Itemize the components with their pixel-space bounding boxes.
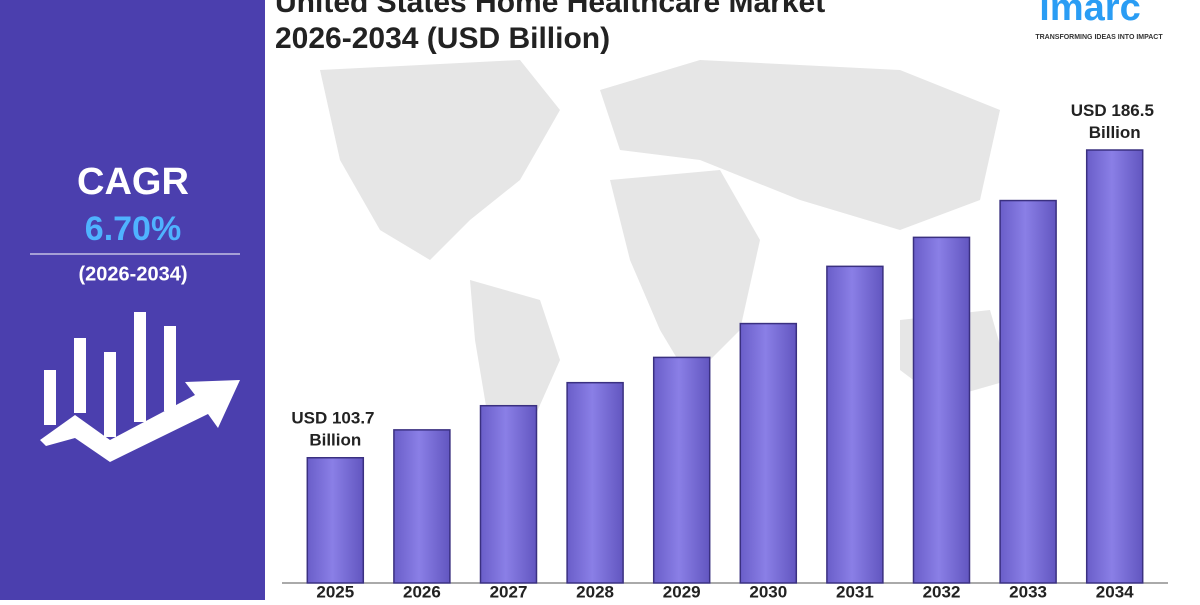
x-tick-label: 2027 [490, 582, 528, 600]
x-tick-label: 2028 [576, 582, 614, 600]
bar [1085, 149, 1144, 584]
cagr-label: CAGR [77, 161, 189, 203]
x-tick-label: 2025 [316, 582, 354, 600]
growth-icon [40, 312, 240, 462]
value-label: USD 103.7 Billion [291, 409, 379, 450]
bar [393, 429, 451, 584]
side-panel [0, 0, 265, 600]
bar [999, 199, 1057, 584]
chart-subtitle: 2026-2034 (USD Billion) [275, 22, 610, 55]
x-tick-label: 2032 [923, 582, 961, 600]
logo-tagline: TRANSFORMING IDEAS INTO IMPACT [1035, 34, 1163, 41]
bar [912, 236, 971, 584]
value-label: USD 186.5 Billion [1071, 101, 1159, 142]
bar [306, 456, 365, 584]
bar [826, 265, 884, 584]
chart-title: United States Home Healthcare Market [275, 0, 825, 19]
x-tick-label: 2033 [1009, 582, 1047, 600]
bar [566, 381, 624, 584]
cagr-period: (2026-2034) [79, 263, 188, 285]
x-tick-label: 2034 [1096, 582, 1134, 600]
cagr-value: 6.70% [85, 210, 181, 248]
logo: imarc [1039, 0, 1140, 29]
bar [479, 404, 538, 584]
bar [739, 322, 798, 584]
x-tick-label: 2030 [749, 582, 787, 600]
x-tick-label: 2026 [403, 582, 441, 600]
bar [652, 356, 711, 584]
x-tick-label: 2029 [663, 582, 701, 600]
x-tick-label: 2031 [836, 582, 874, 600]
